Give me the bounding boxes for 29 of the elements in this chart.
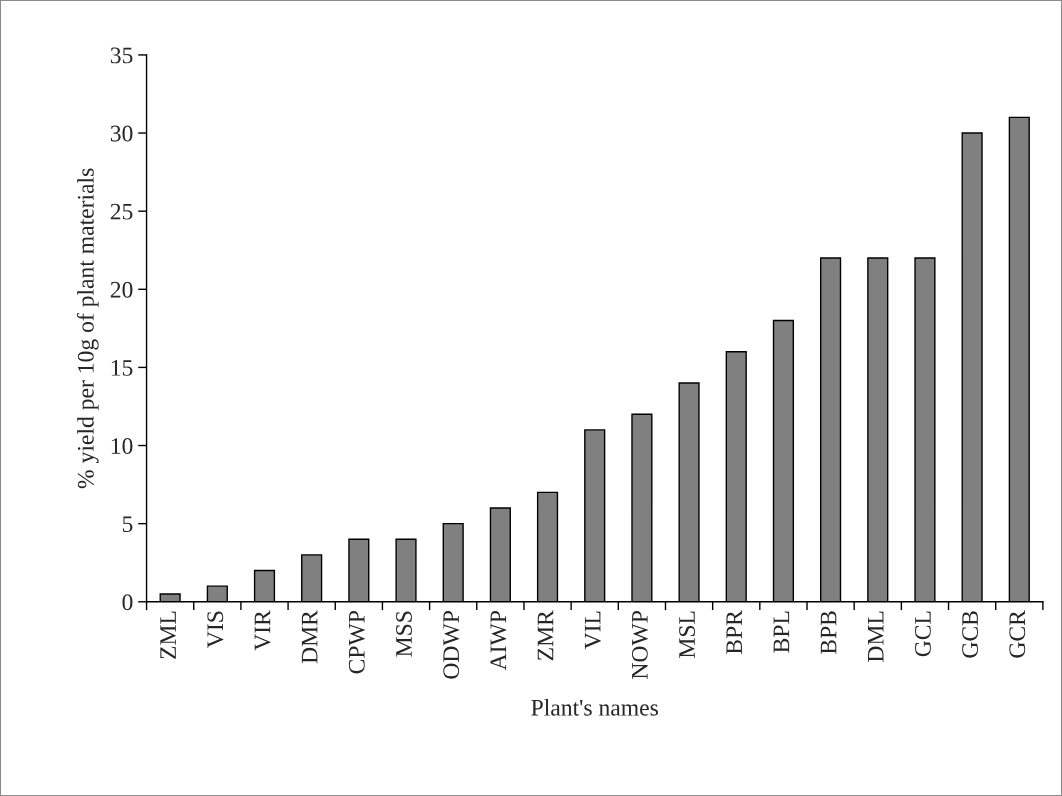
- y-tick-label: 5: [122, 516, 133, 533]
- y-tick-label: 10: [111, 438, 133, 454]
- x-tick-label: GCL: [914, 611, 931, 657]
- x-tick-label: VIR: [254, 610, 271, 651]
- x-tick-label: DML: [867, 611, 884, 662]
- x-tick-label: BPL: [773, 611, 790, 653]
- x-tick-label: MSL: [679, 611, 695, 658]
- x-tick-label: VIS: [207, 611, 224, 648]
- x-tick-label: ODWP: [443, 611, 460, 679]
- x-tick-label: NOWP: [631, 611, 648, 679]
- x-tick-label: DMR: [301, 610, 318, 664]
- x-tick-label: GCR: [1009, 610, 1026, 658]
- x-tick-label: VIL: [584, 611, 601, 650]
- x-tick-label: AIWP: [490, 611, 507, 671]
- x-axis-title: Plant's names: [531, 699, 658, 716]
- x-tick-label: MSS: [396, 611, 412, 657]
- x-tick-label: ZML: [160, 611, 176, 659]
- y-tick-label: 20: [110, 281, 133, 298]
- y-tick-label: 30: [110, 125, 133, 142]
- x-tick-label: ZMR: [537, 610, 554, 661]
- x-tick-label: CPWP: [348, 611, 365, 674]
- y-tick-label: 15: [111, 360, 133, 376]
- y-axis-title: % yield per 10g of plant materials: [76, 168, 99, 489]
- y-tick-label: 35: [110, 47, 133, 64]
- x-tick-label: BPB: [820, 611, 837, 655]
- y-tick-label: 25: [110, 203, 133, 220]
- x-tick-label: GCB: [962, 611, 979, 658]
- y-tick-label: 0: [122, 594, 133, 611]
- x-tick-label: BPR: [726, 610, 742, 655]
